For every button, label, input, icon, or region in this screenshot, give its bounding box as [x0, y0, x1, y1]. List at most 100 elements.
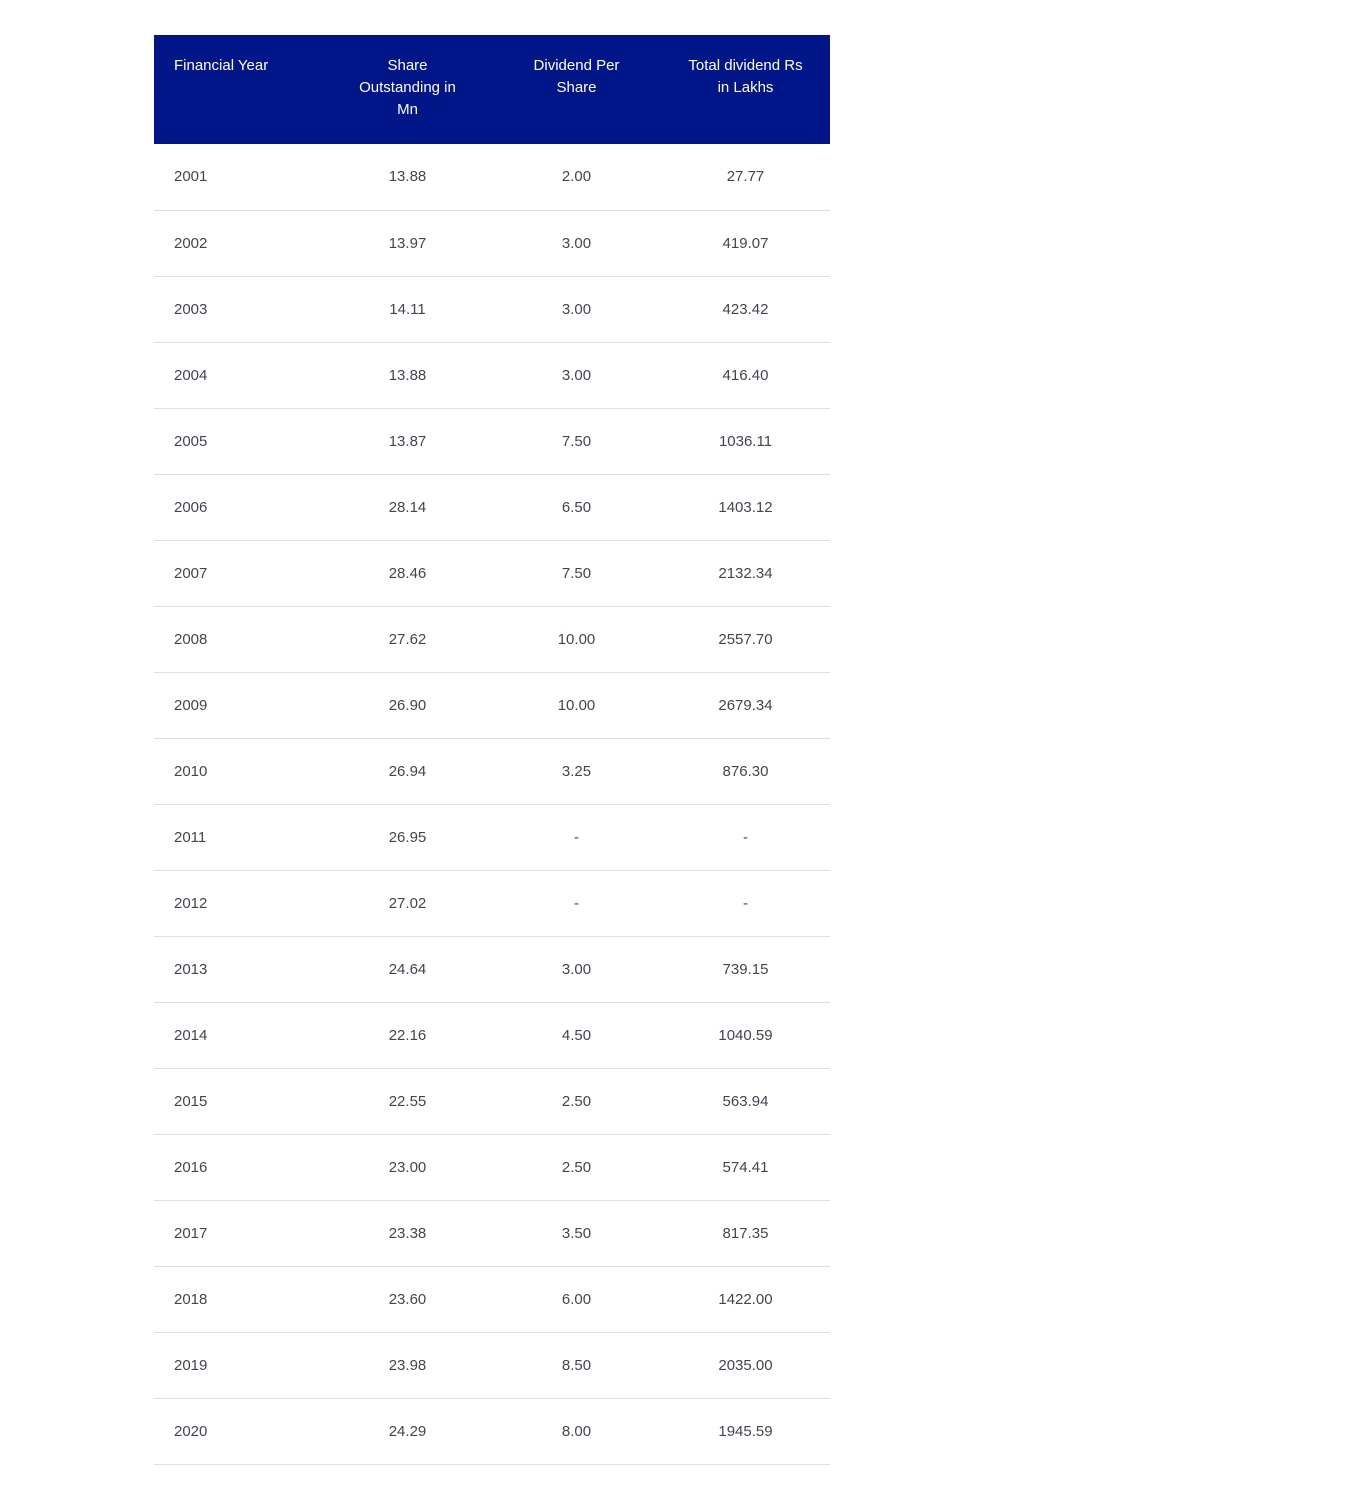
table-row: 2001 13.88 2.00 27.77 — [154, 144, 830, 211]
table-row: 2006 28.14 6.50 1403.12 — [154, 474, 830, 541]
table-cell: 876.30 — [661, 738, 830, 805]
table-row: 2003 14.11 3.00 423.42 — [154, 276, 830, 343]
table-cell: 6.00 — [492, 1266, 661, 1333]
table-cell: 6.50 — [492, 474, 661, 541]
table-cell: 2016 — [154, 1134, 323, 1201]
table-cell: 2010 — [154, 738, 323, 805]
table-cell: 2018 — [154, 1266, 323, 1333]
table-cell: 13.88 — [323, 342, 492, 409]
table-row: 2005 13.87 7.50 1036.11 — [154, 408, 830, 475]
table-row: 2017 23.38 3.50 817.35 — [154, 1200, 830, 1267]
table-cell: 4.50 — [492, 1002, 661, 1069]
table-row: 2020 24.29 8.00 1945.59 — [154, 1398, 830, 1465]
column-header: Financial Year — [154, 35, 323, 144]
table-cell: 2.00 — [492, 144, 661, 211]
table-cell: 1403.12 — [661, 474, 830, 541]
table-row: 2002 13.97 3.00 419.07 — [154, 210, 830, 277]
table-cell: 10.00 — [492, 606, 661, 673]
table-cell: 7.50 — [492, 540, 661, 607]
table-row: 2019 23.98 8.50 2035.00 — [154, 1332, 830, 1399]
table-cell: 2009 — [154, 672, 323, 739]
table-cell: 13.88 — [323, 144, 492, 211]
table-row: 2016 23.00 2.50 574.41 — [154, 1134, 830, 1201]
table-cell: 2017 — [154, 1200, 323, 1267]
table-cell: 1422.00 — [661, 1266, 830, 1333]
table-body: 2001 13.88 2.00 27.77 2002 13.97 3.00 419.07 200… — [154, 144, 830, 1465]
table-row: 2018 23.60 6.00 1422.00 — [154, 1266, 830, 1333]
table-cell: 2008 — [154, 606, 323, 673]
table-cell: 2007 — [154, 540, 323, 607]
table-cell: 2035.00 — [661, 1332, 830, 1399]
table-cell: 23.00 — [323, 1134, 492, 1201]
column-header: Total dividend Rs in Lakhs — [661, 35, 830, 144]
table-cell: 423.42 — [661, 276, 830, 343]
table-cell: 27.77 — [661, 144, 830, 211]
column-header: Share Outstanding in Mn — [323, 35, 492, 144]
table-cell: 2002 — [154, 210, 323, 277]
table-cell: 13.97 — [323, 210, 492, 277]
table-cell: 8.00 — [492, 1398, 661, 1465]
table-cell: 27.62 — [323, 606, 492, 673]
table-cell: 23.98 — [323, 1332, 492, 1399]
table-cell: 22.55 — [323, 1068, 492, 1135]
table-row: 2009 26.90 10.00 2679.34 — [154, 672, 830, 739]
table-cell: 3.00 — [492, 210, 661, 277]
table-cell: 28.14 — [323, 474, 492, 541]
table-cell: 2003 — [154, 276, 323, 343]
table-cell: 14.11 — [323, 276, 492, 343]
table-cell: 22.16 — [323, 1002, 492, 1069]
table-cell: 27.02 — [323, 870, 492, 937]
table-cell: 2679.34 — [661, 672, 830, 739]
table-cell: - — [492, 870, 661, 937]
table-row: 2012 27.02- - — [154, 870, 830, 937]
table-cell: 2015 — [154, 1068, 323, 1135]
table-row: 2013 24.64 3.00 739.15 — [154, 936, 830, 1003]
table-cell: 3.50 — [492, 1200, 661, 1267]
header-row: Financial Year Share Outstanding in Mn Div… — [154, 35, 830, 144]
table-cell: 26.90 — [323, 672, 492, 739]
table-cell: 2006 — [154, 474, 323, 541]
table-cell: 2004 — [154, 342, 323, 409]
table-cell: 2014 — [154, 1002, 323, 1069]
table-cell: 2020 — [154, 1398, 323, 1465]
table-cell: 574.41 — [661, 1134, 830, 1201]
table-cell: 2005 — [154, 408, 323, 475]
table-cell: - — [492, 804, 661, 871]
table-cell: 2013 — [154, 936, 323, 1003]
table-cell: 3.00 — [492, 276, 661, 343]
table-cell: 2.50 — [492, 1134, 661, 1201]
table-cell: 817.35 — [661, 1200, 830, 1267]
table-cell: 8.50 — [492, 1332, 661, 1399]
table-cell: 3.00 — [492, 936, 661, 1003]
table-cell: - — [661, 804, 830, 871]
table-cell: 24.29 — [323, 1398, 492, 1465]
table-cell: 28.46 — [323, 540, 492, 607]
table-cell: 3.25 — [492, 738, 661, 805]
table-cell: 23.60 — [323, 1266, 492, 1333]
table-cell: 24.64 — [323, 936, 492, 1003]
table-cell: 13.87 — [323, 408, 492, 475]
table-cell: 2019 — [154, 1332, 323, 1399]
table-cell: 2557.70 — [661, 606, 830, 673]
table-cell: 2001 — [154, 144, 323, 211]
table-cell: 1036.11 — [661, 408, 830, 475]
table-cell: 416.40 — [661, 342, 830, 409]
dividend-history-table: Financial Year Share Outstanding in Mn Div… — [154, 35, 830, 1465]
table-cell: - — [661, 870, 830, 937]
table-cell: 26.94 — [323, 738, 492, 805]
table-row: 2007 28.46 7.50 2132.34 — [154, 540, 830, 607]
table-cell: 1945.59 — [661, 1398, 830, 1465]
table-cell: 3.00 — [492, 342, 661, 409]
table-row: 2010 26.94 3.25 876.30 — [154, 738, 830, 805]
table-cell: 10.00 — [492, 672, 661, 739]
table-cell: 739.15 — [661, 936, 830, 1003]
table-row: 2015 22.55 2.50 563.94 — [154, 1068, 830, 1135]
table-cell: 2011 — [154, 804, 323, 871]
table-cell: 23.38 — [323, 1200, 492, 1267]
table-row: 2011 26.95- - — [154, 804, 830, 871]
table-cell: 7.50 — [492, 408, 661, 475]
table-cell: 26.95 — [323, 804, 492, 871]
table-cell: 2132.34 — [661, 540, 830, 607]
table-cell: 563.94 — [661, 1068, 830, 1135]
